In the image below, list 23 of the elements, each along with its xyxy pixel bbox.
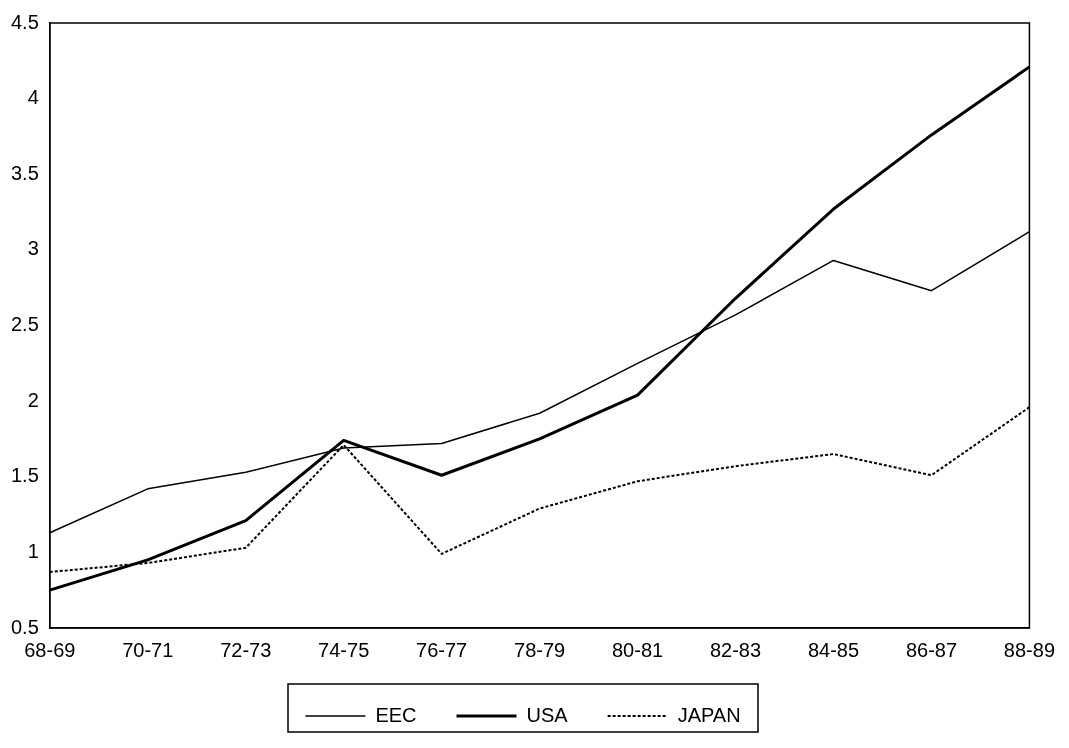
x-tick-label: 86-87 bbox=[905, 638, 958, 661]
legend-label: USA bbox=[526, 703, 569, 726]
y-tick-label: 4.5 bbox=[10, 10, 39, 33]
x-tick-label: 72-73 bbox=[220, 638, 272, 661]
x-tick-label: 80-81 bbox=[612, 638, 664, 661]
y-tick-label: 2.5 bbox=[10, 313, 39, 336]
y-tick-label: 1.5 bbox=[10, 464, 39, 487]
x-tick-label: 70-71 bbox=[122, 638, 174, 661]
y-tick-label: 0.5 bbox=[10, 615, 39, 638]
x-tick-label: 78-79 bbox=[514, 638, 566, 661]
x-tick-label: 68-69 bbox=[24, 638, 76, 661]
y-tick-label: 1 bbox=[27, 539, 39, 562]
legend-label: EEC bbox=[375, 703, 417, 726]
x-tick-label: 84-85 bbox=[807, 638, 860, 661]
y-tick-label: 3.5 bbox=[10, 161, 39, 184]
y-tick-label: 2 bbox=[27, 388, 39, 411]
y-tick-label: 4 bbox=[27, 86, 39, 109]
y-tick-label: 3 bbox=[27, 237, 39, 260]
x-tick-label: 82-83 bbox=[709, 638, 762, 661]
legend-label: JAPAN bbox=[677, 703, 741, 726]
x-tick-label: 88-89 bbox=[1003, 638, 1055, 661]
x-tick-label: 76-77 bbox=[416, 638, 468, 661]
x-tick-label: 74-75 bbox=[318, 638, 370, 661]
